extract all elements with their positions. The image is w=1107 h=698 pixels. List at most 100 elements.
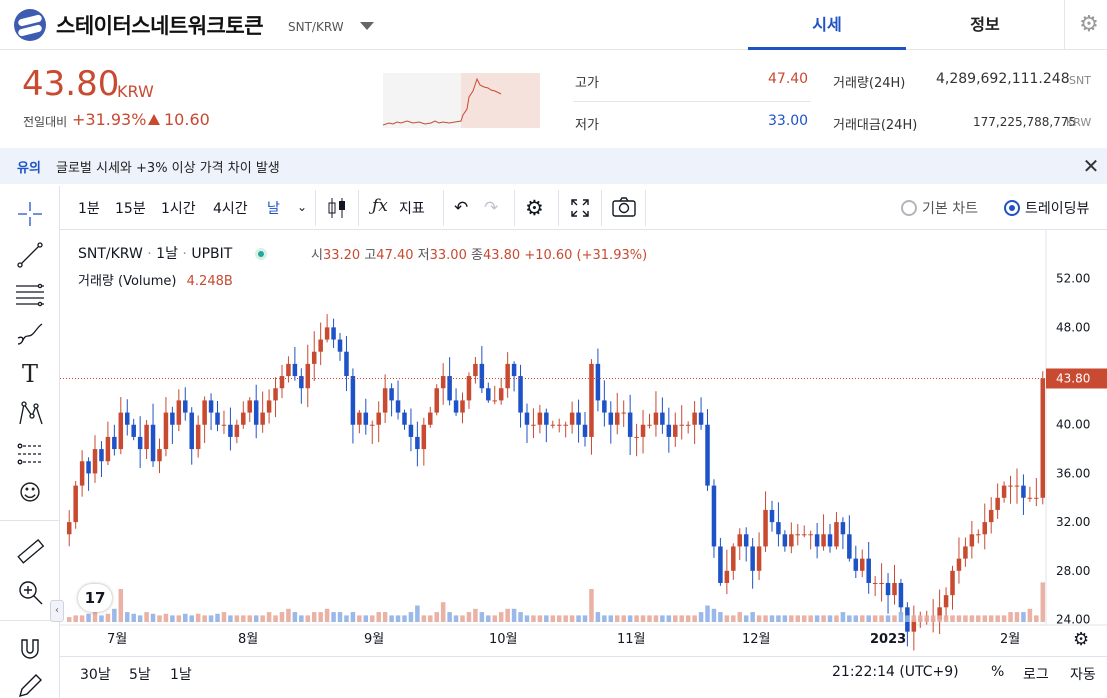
interval-4h[interactable]: 4시간: [213, 201, 248, 217]
candle-body: [144, 424, 149, 450]
volume-bar: [943, 615, 949, 622]
time-tick-label: 9월: [364, 632, 384, 647]
range-30d[interactable]: 30날: [80, 667, 111, 683]
volume-bar: [769, 615, 775, 622]
legend-high-label: 고: [364, 248, 377, 263]
emoji-icon[interactable]: ☺: [18, 481, 42, 506]
candle-body: [357, 412, 362, 425]
crosshair-icon[interactable]: [14, 198, 46, 230]
basic-chart-radio[interactable]: [901, 200, 917, 216]
volume-bar: [1001, 615, 1007, 622]
collapse-toolbar-button[interactable]: ‹: [50, 600, 64, 622]
axis-settings-gear-icon[interactable]: ⚙: [1073, 629, 1089, 650]
volume-unit: SNT: [1069, 74, 1091, 87]
clock-time[interactable]: 21:22:14 (UTC+9): [832, 664, 959, 680]
volume-bar: [782, 615, 788, 622]
tradingview-label[interactable]: 트레이딩뷰: [1025, 201, 1090, 217]
fullscreen-icon[interactable]: [570, 198, 590, 222]
chart-settings-icon[interactable]: ⚙: [525, 196, 544, 220]
candle-body: [376, 412, 381, 425]
undo-icon[interactable]: ↶: [454, 198, 469, 218]
volume-bar: [595, 612, 601, 622]
indicators-button[interactable]: 지표: [399, 201, 425, 217]
candle-body: [137, 436, 143, 450]
candle-body: [1034, 497, 1039, 499]
tradingview-logo-icon[interactable]: 17: [78, 584, 112, 612]
chevron-down-icon[interactable]: ⌄: [297, 200, 308, 214]
camera-icon[interactable]: [612, 197, 636, 221]
legend-low-label: 저: [417, 248, 430, 263]
magnet-icon[interactable]: [14, 632, 46, 664]
interval-1h[interactable]: 1시간: [161, 201, 196, 217]
chart-bottom-bar: [60, 656, 1107, 698]
settings-gear-icon[interactable]: ⚙: [1079, 12, 1099, 37]
volume-bar: [324, 608, 330, 622]
brush-icon[interactable]: [14, 318, 46, 350]
candle-body: [589, 363, 594, 437]
candle-type-icon[interactable]: [326, 196, 348, 224]
price-chart[interactable]: 52.0048.0044.0040.0036.0032.0028.0024.00…: [60, 230, 1107, 660]
indicator-fx-icon[interactable]: ƒx: [372, 196, 388, 216]
trend-line-icon[interactable]: [14, 238, 46, 270]
volume-bar: [305, 615, 311, 622]
candle-body: [453, 400, 459, 413]
volume-bar: [144, 612, 149, 622]
volume-bar: [234, 615, 240, 622]
pair-dropdown-icon[interactable]: [360, 22, 374, 30]
volume-bar: [653, 615, 659, 622]
ruler-icon[interactable]: [14, 536, 46, 568]
volume-bar: [473, 608, 478, 622]
candle-body: [176, 400, 182, 425]
candle-body: [408, 424, 414, 437]
projection-icon[interactable]: [14, 438, 46, 470]
toolbar-divider: [443, 190, 444, 226]
candle-body: [943, 595, 949, 608]
pencil-lock-icon[interactable]: [14, 670, 46, 698]
toolbar-divider: [315, 190, 316, 226]
price-gap-notice: [0, 148, 1107, 184]
auto-toggle[interactable]: 자동: [1070, 667, 1096, 683]
range-5d[interactable]: 5날: [129, 667, 151, 683]
log-toggle[interactable]: 로그: [1023, 667, 1049, 683]
candle-body: [640, 424, 646, 437]
time-tick-label: 2월: [1000, 632, 1020, 647]
tradingview-radio[interactable]: [1004, 200, 1020, 216]
volume-bar: [995, 615, 1000, 622]
candle-body: [434, 388, 439, 413]
volume-bar: [853, 615, 859, 622]
interval-1m[interactable]: 1분: [78, 201, 100, 217]
interval-15m[interactable]: 15분: [115, 201, 146, 217]
close-icon[interactable]: ✕: [1082, 154, 1100, 178]
coin-pair[interactable]: SNT/KRW: [288, 20, 344, 34]
range-1d[interactable]: 1날: [170, 667, 192, 683]
time-tick-label: 12월: [742, 632, 771, 647]
candle-body: [634, 436, 639, 438]
toolbar-divider: [645, 190, 646, 226]
basic-chart-label[interactable]: 기본 차트: [922, 201, 978, 217]
text-icon[interactable]: T: [21, 360, 38, 388]
candle-body: [595, 363, 601, 401]
candle-body: [518, 376, 523, 413]
volume-bar: [247, 615, 253, 622]
candle-body: [621, 412, 626, 414]
candle-body: [486, 388, 491, 401]
tab-info[interactable]: 정보: [970, 15, 1000, 34]
tab-price[interactable]: 시세: [748, 0, 906, 50]
candle-body: [460, 400, 465, 413]
horizontal-lines-icon[interactable]: [14, 278, 46, 310]
percent-toggle[interactable]: %: [991, 664, 1005, 680]
volume-bar: [395, 615, 401, 622]
volume-bar: [801, 615, 807, 622]
volume-bar: [266, 612, 272, 622]
pattern-icon[interactable]: [14, 398, 46, 430]
zoom-in-icon[interactable]: [14, 576, 46, 608]
time-tick-label: 7월: [107, 632, 127, 647]
volume-bar: [924, 615, 929, 622]
amount-unit: KRW: [1066, 116, 1092, 129]
interval-day[interactable]: 날: [267, 201, 280, 217]
high-label: 고가: [575, 76, 599, 91]
candle-body: [421, 424, 427, 450]
candle-body: [492, 400, 498, 402]
redo-icon[interactable]: ↷: [484, 198, 499, 218]
volume-bar: [286, 608, 291, 622]
